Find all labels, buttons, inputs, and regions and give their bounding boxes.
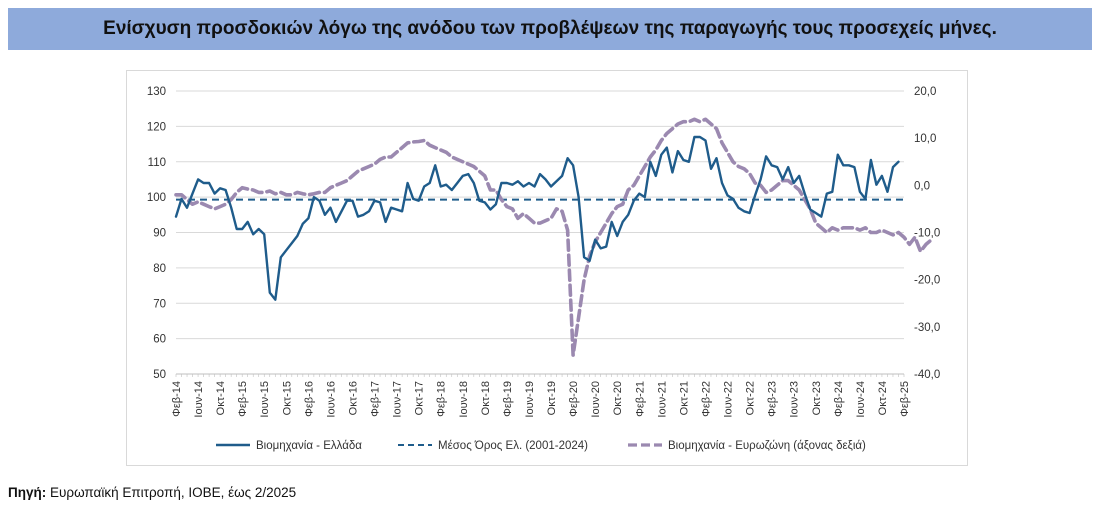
- source-label: Πηγή:: [8, 485, 47, 500]
- left-tick-label: 70: [153, 298, 166, 310]
- legend-eurozone-industry: Βιομηχανία - Ευρωζώνη (άξονας δεξιά): [628, 440, 866, 452]
- x-tick-label: Φεβ-19: [502, 381, 514, 417]
- x-tick-label: Ιουν-24: [855, 381, 867, 418]
- x-tick-label: Οκτ-23: [811, 381, 823, 415]
- x-tick-label: Ιουν-22: [723, 381, 735, 418]
- left-tick-label: 130: [147, 86, 166, 98]
- left-tick-label: 80: [153, 263, 166, 275]
- right-tick-label: 10,0: [914, 133, 936, 145]
- series-eurozone-industry-line: [174, 117, 934, 357]
- title-bar: Ενίσχυση προσδοκιών λόγω της ανόδου των …: [8, 8, 1092, 50]
- x-tick-label: Οκτ-21: [678, 381, 690, 415]
- x-axis-tick-labels: Φεβ-14 Ιουν-14 Οκτ-14 Φεβ-15 Ιουν-15 Οκτ-15 Φε…: [171, 381, 911, 418]
- x-tick-label: Φεβ-18: [436, 381, 448, 417]
- legend-label: Βιομηχανία - Ευρωζώνη (άξονας δεξιά): [668, 440, 866, 452]
- right-tick-label: 20,0: [914, 86, 936, 98]
- x-tick-label: Φεβ-22: [700, 381, 712, 417]
- x-tick-label: Ιουν-19: [524, 381, 536, 418]
- series-greece-industry-line: [174, 135, 900, 301]
- x-tick-label: Οκτ-18: [480, 381, 492, 415]
- right-tick-label: -40,0: [914, 369, 940, 381]
- x-tick-label: Οκτ-22: [745, 381, 757, 415]
- x-tick-label: Οκτ-16: [347, 381, 359, 415]
- legend: Βιομηχανία - Ελλάδα Μέσος Όρος Ελ. (2001-…: [216, 440, 866, 452]
- x-tick-label: Ιουν-17: [392, 381, 404, 418]
- left-tick-label: 50: [153, 369, 166, 381]
- x-tick-label: Φεβ-24: [833, 381, 845, 417]
- x-tick-label: Φεβ-14: [171, 381, 183, 417]
- right-axis-tick-labels: -40,0 -30,0 -20,0 -10,0 0,0 10,0 20,0: [914, 86, 940, 381]
- x-tick-label: Οκτ-24: [877, 381, 889, 415]
- x-tick-label: Ιουν-23: [789, 381, 801, 418]
- legend-label: Μέσος Όρος Ελ. (2001-2024): [438, 440, 588, 452]
- gridlines: [176, 90, 904, 375]
- x-tick-label: Ιουν-21: [656, 381, 668, 418]
- right-tick-label: 0,0: [914, 180, 930, 192]
- x-tick-label: Οκτ-20: [612, 381, 624, 415]
- x-tick-label: Φεβ-15: [237, 381, 249, 417]
- left-tick-label: 90: [153, 228, 166, 240]
- x-tick-label: Οκτ-17: [414, 381, 426, 415]
- left-tick-label: 120: [147, 121, 166, 133]
- right-tick-label: -30,0: [914, 322, 940, 334]
- right-tick-label: -10,0: [914, 228, 940, 240]
- page-title: Ενίσχυση προσδοκιών λόγω της ανόδου των …: [103, 18, 997, 39]
- x-tick-label: Οκτ-14: [215, 381, 227, 415]
- right-tick-label: -20,0: [914, 275, 940, 287]
- x-tick-label: Φεβ-20: [568, 381, 580, 417]
- left-tick-label: 110: [148, 157, 166, 169]
- x-tick-label: Φεβ-25: [899, 381, 911, 417]
- x-tick-label: Φεβ-16: [303, 381, 315, 417]
- legend-greece-industry: Βιομηχανία - Ελλάδα: [216, 440, 362, 452]
- x-tick-label: Ιουν-14: [193, 381, 205, 418]
- x-tick-label: Οκτ-19: [546, 381, 558, 415]
- series-lines: [174, 117, 934, 357]
- source-note: Πηγή: Ευρωπαϊκή Επιτροπή, ΙΟΒΕ, έως 2/20…: [8, 485, 296, 500]
- x-tick-label: Ιουν-16: [325, 381, 337, 418]
- x-tick-label: Ιουν-20: [590, 381, 602, 418]
- legend-label: Βιομηχανία - Ελλάδα: [256, 440, 362, 452]
- x-tick-label: Φεβ-23: [767, 381, 779, 417]
- x-tick-label: Φεβ-21: [634, 381, 646, 417]
- x-tick-label: Φεβ-17: [370, 381, 382, 417]
- source-text: Ευρωπαϊκή Επιτροπή, ΙΟΒΕ, έως 2/2025: [46, 485, 297, 500]
- x-axis: [175, 373, 905, 377]
- x-tick-label: Οκτ-15: [281, 381, 293, 415]
- left-axis-tick-labels: 50 60 70 80 90 100 110 120 130: [147, 86, 166, 381]
- left-tick-label: 60: [153, 334, 166, 346]
- x-tick-label: Ιουν-15: [259, 381, 271, 418]
- legend-greece-average: Μέσος Όρος Ελ. (2001-2024): [398, 440, 588, 452]
- x-tick-label: Ιουν-18: [458, 381, 470, 418]
- left-tick-label: 100: [147, 192, 166, 204]
